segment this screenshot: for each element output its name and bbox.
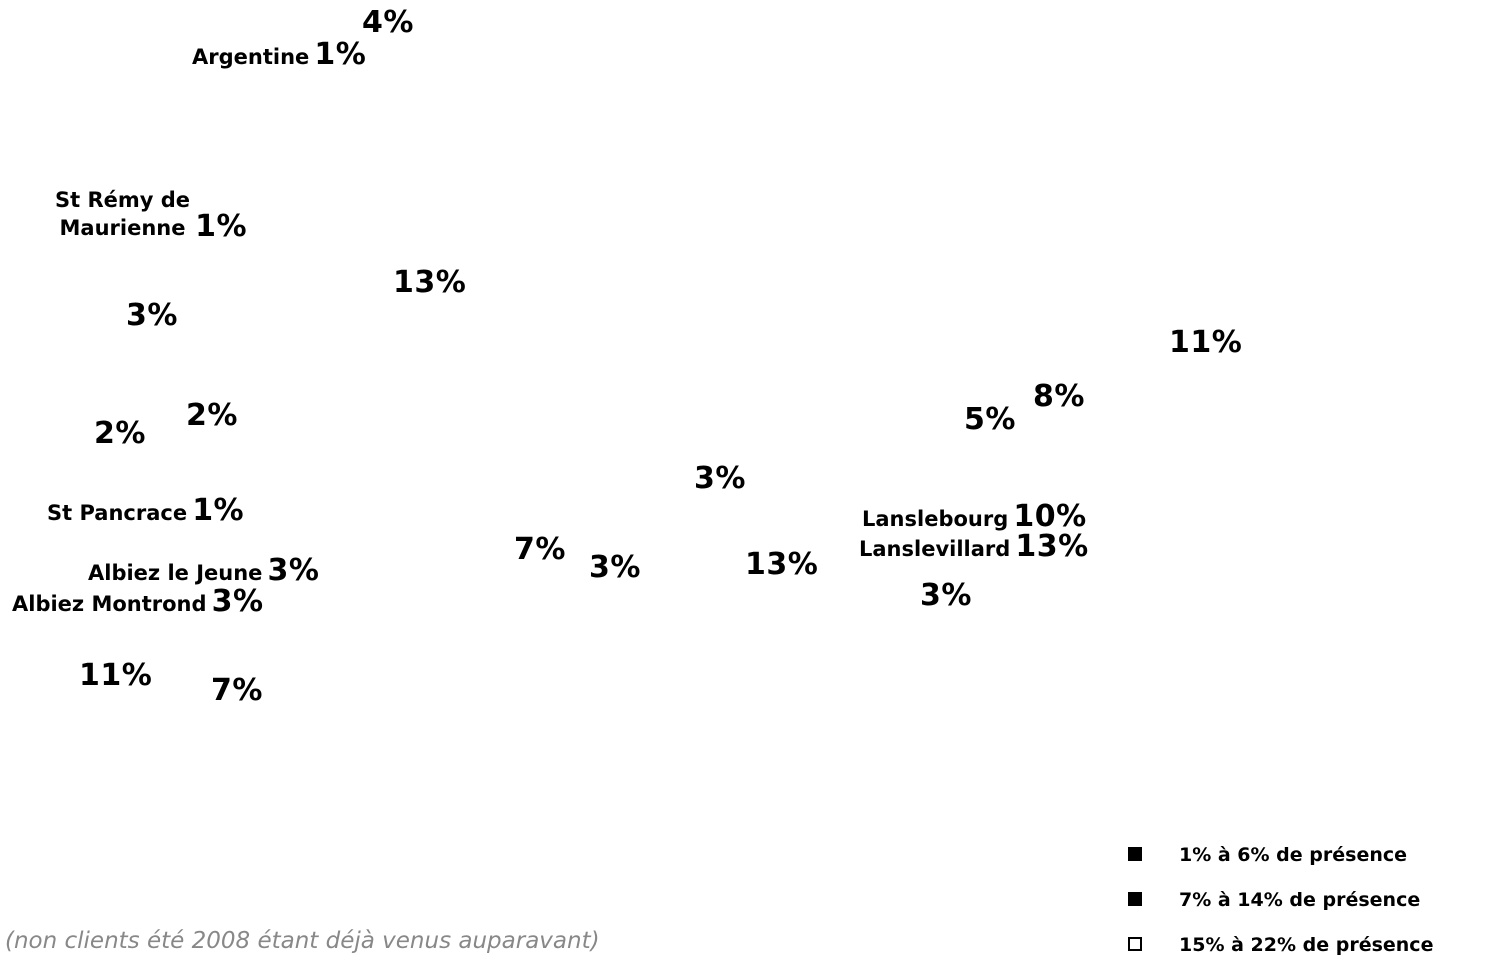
marker-value: 3% xyxy=(920,578,972,613)
legend-label: 1% à 6% de présence xyxy=(1179,844,1408,866)
legend-label: 7% à 14% de présence xyxy=(1179,889,1421,911)
marker-value: 1% xyxy=(195,209,248,244)
marker-value: 1% xyxy=(314,37,367,72)
marker-value: 3% xyxy=(126,298,178,333)
marker-label: Albiez le Jeune xyxy=(88,561,263,585)
marker-argentine: Argentine 1% xyxy=(192,40,366,70)
marker-value: 1% xyxy=(192,493,245,528)
marker-value: 8% xyxy=(1033,379,1085,414)
marker-4-top: 4% xyxy=(362,8,414,38)
marker-3-right: 3% xyxy=(920,581,972,611)
legend-swatch xyxy=(1128,892,1142,906)
legend-swatch xyxy=(1128,937,1142,951)
marker-label: St Pancrace xyxy=(47,501,188,525)
marker-7-bottom: 7% xyxy=(211,676,263,706)
marker-lanslevillard: Lanslevillard 13% xyxy=(859,532,1089,562)
marker-7-center: 7% xyxy=(514,535,566,565)
marker-value: 10% xyxy=(1013,499,1087,534)
marker-label: Albiez Montrond xyxy=(12,592,207,616)
legend-label: 15% à 22% de présence xyxy=(1179,934,1434,956)
marker-value: 11% xyxy=(1169,325,1243,360)
marker-11-left: 11% xyxy=(79,661,152,691)
marker-value: 4% xyxy=(362,5,414,40)
marker-13-upper: 13% xyxy=(393,268,466,298)
marker-3-left: 3% xyxy=(126,301,178,331)
marker-value: 5% xyxy=(964,402,1016,437)
marker-13-center: 13% xyxy=(745,550,818,580)
marker-value: 13% xyxy=(745,547,819,582)
marker-st-pancrace: St Pancrace 1% xyxy=(47,496,244,526)
marker-value: 2% xyxy=(94,416,146,451)
marker-value: 13% xyxy=(393,265,467,300)
marker-value: 11% xyxy=(79,658,153,693)
marker-value: 3% xyxy=(267,553,320,588)
marker-3-center: 3% xyxy=(694,464,746,494)
marker-albiez-jeune: Albiez le Jeune 3% xyxy=(88,556,319,586)
marker-8: 8% xyxy=(1033,382,1085,412)
marker-label-line2: Maurienne xyxy=(59,216,186,240)
legend-swatch xyxy=(1128,847,1142,861)
marker-value: 3% xyxy=(694,461,746,496)
marker-value: 3% xyxy=(589,550,641,585)
marker-value: 7% xyxy=(514,532,566,567)
marker-label: Argentine xyxy=(192,45,310,69)
marker-label-line1: St Rémy de xyxy=(55,188,191,212)
marker-2-b: 2% xyxy=(94,419,146,449)
marker-11-right: 11% xyxy=(1169,328,1242,358)
marker-lanslebourg: Lanslebourg 10% xyxy=(862,502,1087,532)
marker-value: 3% xyxy=(211,584,264,619)
marker-albiez-montrond: Albiez Montrond 3% xyxy=(12,587,264,617)
marker-st-remy: St Rémy de Maurienne 1% xyxy=(55,186,247,242)
marker-value: 2% xyxy=(186,398,238,433)
marker-2-a: 2% xyxy=(186,401,238,431)
footnote: (non clients été 2008 étant déjà venus a… xyxy=(5,928,600,954)
marker-value: 7% xyxy=(211,673,263,708)
marker-label: Lanslevillard xyxy=(859,537,1011,561)
marker-5: 5% xyxy=(964,405,1016,435)
marker-value: 13% xyxy=(1015,529,1089,564)
marker-label: Lanslebourg xyxy=(862,507,1009,531)
marker-3-center-b: 3% xyxy=(589,553,641,583)
